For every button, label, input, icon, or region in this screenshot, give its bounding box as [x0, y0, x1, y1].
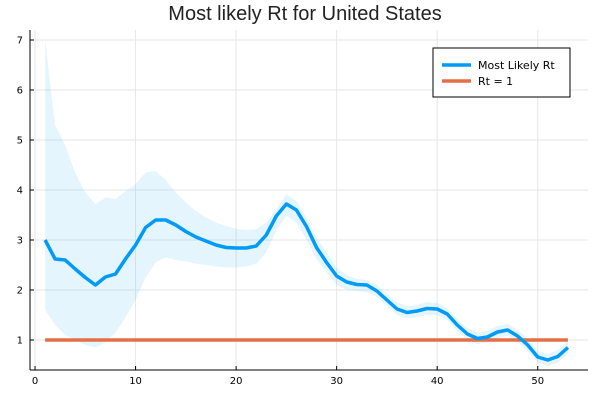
legend-label-1: Rt = 1: [478, 75, 513, 88]
x-tick-label-40: 40: [431, 376, 444, 387]
series-lines: [43, 202, 570, 362]
y-tick-label-1: 1: [17, 336, 23, 347]
y-tick-label-5: 5: [17, 136, 23, 147]
x-tick-label-30: 30: [330, 376, 343, 387]
tick-labels: 0 10 20 30 40 50 1 2 3 4 5 6 7: [17, 36, 544, 388]
legend-label-0: Most Likely Rt: [478, 59, 555, 72]
y-tick-label-6: 6: [17, 86, 23, 97]
x-tick-label-50: 50: [531, 376, 544, 387]
axes: [29, 30, 588, 371]
y-tick-label-4: 4: [17, 186, 23, 197]
x-tick-label-10: 10: [129, 376, 142, 387]
chart-legend: Most Likely Rt Rt = 1: [432, 47, 571, 98]
x-tick-label-20: 20: [230, 376, 243, 387]
x-tick-label-0: 0: [32, 376, 38, 387]
y-tick-label-7: 7: [17, 36, 23, 47]
legend-box: [432, 47, 571, 98]
y-tick-label-3: 3: [17, 236, 23, 247]
chart-title: Most likely Rt for United States: [168, 3, 441, 25]
y-tick-label-2: 2: [17, 286, 23, 297]
series-line-0: [43, 202, 570, 362]
